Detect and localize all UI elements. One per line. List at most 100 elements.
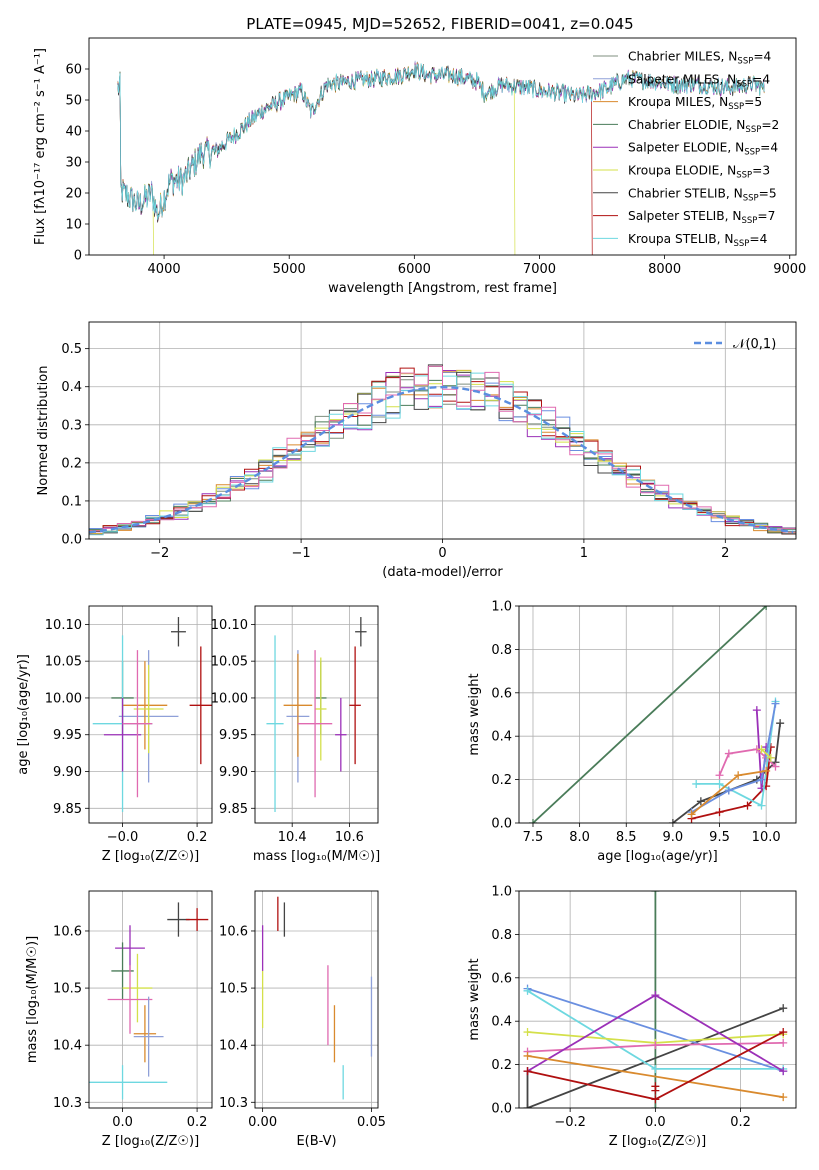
weight-marker [523, 986, 532, 995]
y-tick-label: 1.0 [491, 600, 512, 615]
y-tick-label: 0.4 [491, 1015, 512, 1030]
y-tick-label: 10.6 [219, 924, 248, 939]
y-tick-label: 0.4 [491, 730, 512, 745]
weight-marker [715, 808, 724, 817]
weight-series [526, 1007, 784, 1108]
weight-series [696, 701, 777, 807]
y-tick-label: 10.05 [45, 655, 82, 670]
panel-2: −0.0 0.2 9.85 9.90 9.95 10.00 10.05 10.10 Z [log… [16, 605, 213, 864]
plot-area [117, 60, 765, 255]
y-tick-label: 30 [65, 156, 82, 171]
x-tick-label: 5000 [273, 262, 306, 277]
weight-marker [779, 1038, 788, 1047]
y-tick-label: 10 [65, 218, 82, 233]
x-tick-label: −1 [292, 546, 311, 561]
weight-marker [762, 766, 771, 775]
weight-marker [734, 771, 743, 780]
legend: Chabrier MILES, NSSP=4 Salpeter MILES, NS… [593, 50, 779, 249]
plot-area [266, 617, 367, 812]
y-tick-label: 0.2 [491, 773, 512, 788]
weight-marker [724, 749, 733, 758]
x-tick-label: 7000 [523, 262, 556, 277]
weight-marker [743, 801, 752, 810]
weight-marker [752, 706, 761, 715]
y-tick-label: 10.3 [53, 1096, 82, 1111]
weight-marker [651, 1041, 660, 1050]
legend-entry: Chabrier ELODIE, NSSP=2 [628, 118, 779, 135]
legend-entry: Salpeter MILES, NSSP=4 [628, 72, 770, 89]
y-tick-label: 0 [74, 249, 82, 264]
y-tick-label: 0.8 [491, 643, 512, 658]
y-tick-label: 9.95 [219, 728, 248, 743]
x-tick-label: 10.4 [278, 830, 307, 845]
weight-marker [692, 779, 701, 788]
x-tick-label: 8.0 [569, 830, 590, 845]
y-tick-label: 9.90 [219, 765, 248, 780]
plot-area [89, 364, 796, 538]
y-tick-label: 10.3 [219, 1096, 248, 1111]
y-tick-label: 60 [65, 63, 82, 78]
weight-marker [776, 719, 785, 728]
histogram-series [89, 365, 796, 533]
y-tick-label: 10.4 [219, 1039, 248, 1054]
histogram-series [89, 370, 796, 535]
y-tick-label: 0.0 [491, 817, 512, 832]
y-tick-label: 0.4 [61, 380, 82, 395]
y-tick-label: 0.0 [491, 1102, 512, 1117]
axes-frame [518, 605, 797, 824]
x-axis-label: wavelength [Angstrom, rest frame] [328, 281, 557, 296]
weight-marker [766, 753, 775, 762]
weight-marker [715, 779, 724, 788]
histogram-series [89, 366, 796, 537]
weight-marker [757, 745, 766, 754]
weight-marker [779, 1004, 788, 1013]
histogram-series [89, 367, 796, 536]
axes-frame [254, 605, 379, 824]
axes-frame [518, 890, 797, 1109]
x-axis-label: Z [log₁₀(Z/Z☉)] [609, 1134, 706, 1149]
axes-frame [254, 890, 379, 1109]
gaussian-curve [89, 385, 794, 534]
weight-marker [651, 1104, 660, 1108]
x-tick-label: 0.00 [248, 1115, 277, 1130]
weight-marker [528, 819, 537, 823]
x-tick-label: 10.0 [752, 830, 781, 845]
weight-marker [715, 771, 724, 780]
axes-frame [88, 605, 213, 824]
weight-marker [668, 819, 677, 823]
y-tick-label: 9.90 [53, 765, 82, 780]
y-tick-label: 20 [65, 187, 82, 202]
histogram-series [89, 372, 796, 536]
chart-title: PLATE=0945, MJD=52652, FIBERID=0041, z=0… [246, 15, 633, 33]
x-tick-label: −2 [150, 546, 169, 561]
y-tick-label: 0.2 [61, 456, 82, 471]
legend-entry: Chabrier STELIB, NSSP=5 [628, 186, 777, 203]
weight-marker [523, 1104, 532, 1108]
y-axis-label: mass [log₁₀(M/M☉)] [25, 936, 40, 1063]
x-axis-label: E(B-V) [296, 1134, 336, 1149]
y-tick-label: 0.2 [491, 1058, 512, 1073]
x-tick-label: 0.2 [730, 1115, 751, 1130]
panel-1: −2 −1 0 1 2 0.0 0.1 0.2 0.3 0.4 0.5 (data-model)/er… [36, 321, 797, 580]
x-axis-label: age [log₁₀(age/yr)] [597, 849, 718, 864]
y-tick-label: 10.6 [53, 924, 82, 939]
y-tick-label: 9.85 [53, 802, 82, 817]
x-tick-label: 7.5 [523, 830, 544, 845]
legend-entry: Kroupa MILES, NSSP=5 [628, 95, 762, 112]
panel-7: −0.2 0.0 0.2 0.0 0.2 0.4 0.6 0.8 1.0 Z [log₁₀(Z/Z… [467, 885, 797, 1149]
x-tick-label: 2 [721, 546, 729, 561]
spectrum-series [117, 63, 516, 255]
weight-marker [771, 699, 780, 708]
y-tick-label: 10.5 [219, 982, 248, 997]
legend-entry: Kroupa STELIB, NSSP=4 [628, 232, 768, 249]
x-tick-label: 4000 [148, 262, 181, 277]
x-tick-label: 6000 [398, 262, 431, 277]
panel-6: 0.00 0.05 10.3 10.4 10.5 10.6 E(B-V) [219, 890, 386, 1149]
x-tick-label: 0.0 [112, 1115, 133, 1130]
weight-marker [779, 1028, 788, 1037]
x-tick-label: 10.6 [335, 830, 364, 845]
y-tick-label: 1.0 [491, 885, 512, 900]
x-tick-label: −0.2 [554, 1115, 586, 1130]
y-tick-label: 10.10 [211, 618, 248, 633]
weight-marker [523, 1067, 532, 1076]
